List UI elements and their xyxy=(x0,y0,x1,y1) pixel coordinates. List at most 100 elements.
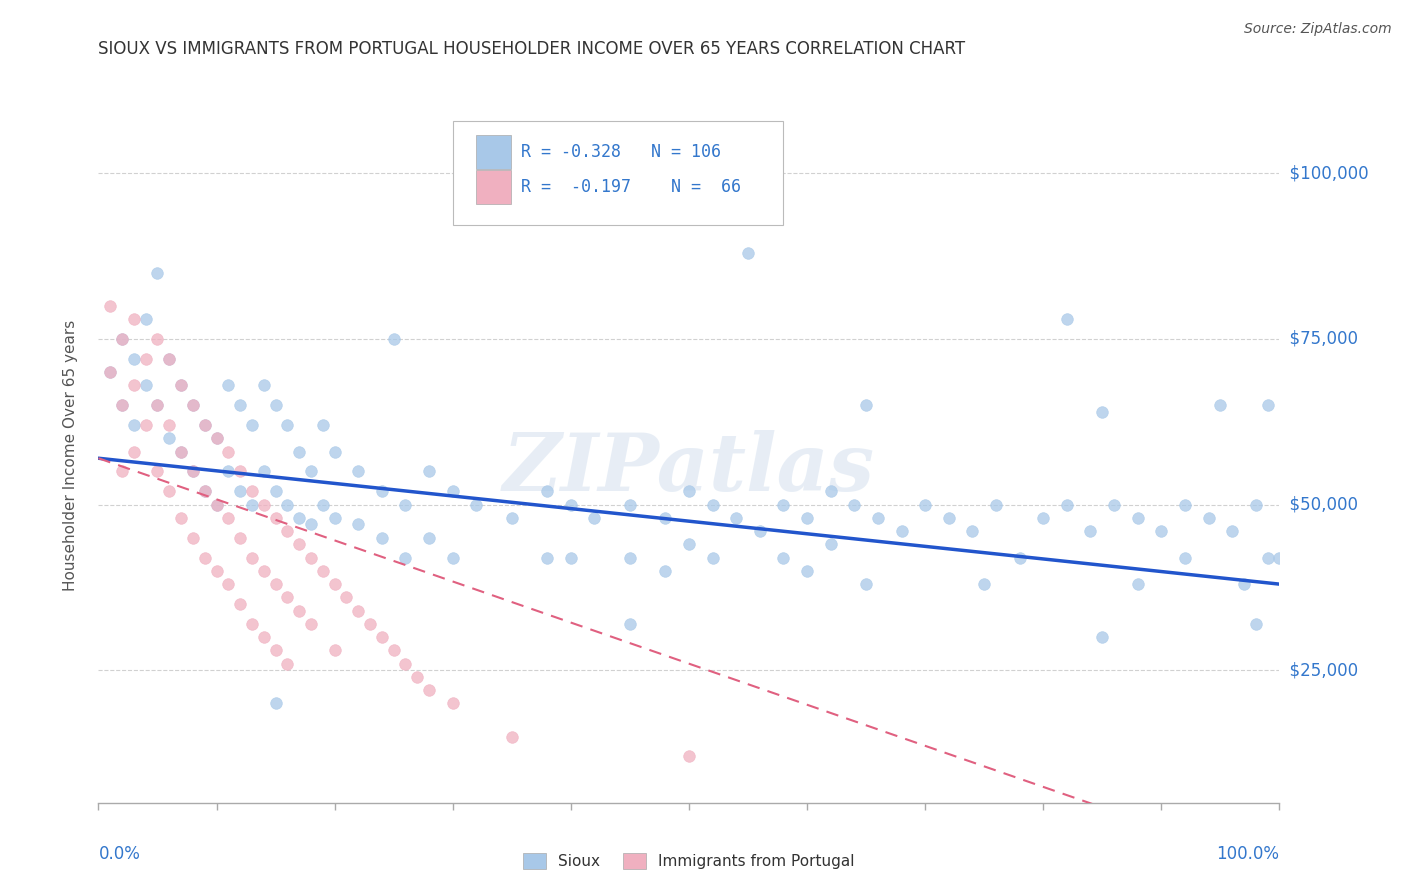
Point xyxy=(170,378,193,392)
Point xyxy=(1198,511,1220,525)
Point xyxy=(323,511,346,525)
Point xyxy=(583,511,606,525)
Point xyxy=(441,484,464,499)
Point xyxy=(973,577,995,591)
Point xyxy=(288,604,311,618)
Point xyxy=(382,643,405,657)
Point xyxy=(855,577,877,591)
Point xyxy=(772,498,794,512)
Point xyxy=(122,312,145,326)
Y-axis label: Householder Income Over 65 years: Householder Income Over 65 years xyxy=(63,319,77,591)
Point xyxy=(146,398,169,412)
Point xyxy=(394,550,416,565)
Point xyxy=(1209,398,1232,412)
Point xyxy=(312,498,335,512)
Point xyxy=(122,444,145,458)
Point xyxy=(146,398,169,412)
Point xyxy=(194,550,217,565)
Point xyxy=(157,431,180,445)
Point xyxy=(122,351,145,366)
Point xyxy=(702,550,724,565)
Text: R = -0.328   N = 106: R = -0.328 N = 106 xyxy=(522,144,721,161)
Point xyxy=(217,577,239,591)
Point xyxy=(98,365,121,379)
Point xyxy=(654,511,676,525)
Point xyxy=(1080,524,1102,538)
Point xyxy=(146,465,169,479)
Point xyxy=(111,398,134,412)
Point xyxy=(122,378,145,392)
Point xyxy=(1102,498,1125,512)
Point xyxy=(359,616,381,631)
Point xyxy=(536,550,558,565)
Text: R =  -0.197    N =  66: R = -0.197 N = 66 xyxy=(522,178,741,196)
Text: $50,000: $50,000 xyxy=(1279,496,1358,514)
Point xyxy=(418,531,440,545)
Point xyxy=(170,444,193,458)
Point xyxy=(135,378,157,392)
Point xyxy=(217,465,239,479)
Point xyxy=(347,517,370,532)
Point xyxy=(914,498,936,512)
Legend: Sioux, Immigrants from Portugal: Sioux, Immigrants from Portugal xyxy=(517,847,860,875)
Point xyxy=(1091,630,1114,644)
Point xyxy=(890,524,912,538)
Text: 100.0%: 100.0% xyxy=(1216,845,1279,863)
Point xyxy=(111,332,134,346)
Point xyxy=(253,378,276,392)
Point xyxy=(501,730,523,744)
Point xyxy=(194,484,217,499)
Point xyxy=(938,511,960,525)
Point xyxy=(299,550,322,565)
Text: SIOUX VS IMMIGRANTS FROM PORTUGAL HOUSEHOLDER INCOME OVER 65 YEARS CORRELATION C: SIOUX VS IMMIGRANTS FROM PORTUGAL HOUSEH… xyxy=(98,40,966,58)
Point xyxy=(205,564,228,578)
Point xyxy=(1091,405,1114,419)
Point xyxy=(217,444,239,458)
Point xyxy=(1150,524,1173,538)
Point xyxy=(229,484,252,499)
Point xyxy=(157,484,180,499)
Point xyxy=(737,245,759,260)
Point xyxy=(264,484,287,499)
Point xyxy=(394,657,416,671)
Point xyxy=(170,378,193,392)
Point xyxy=(796,564,818,578)
Point xyxy=(702,498,724,512)
Point xyxy=(772,550,794,565)
Text: $75,000: $75,000 xyxy=(1279,330,1358,348)
Point xyxy=(240,616,263,631)
Point xyxy=(217,511,239,525)
Point xyxy=(406,670,429,684)
Point xyxy=(98,365,121,379)
Point xyxy=(678,484,700,499)
Point xyxy=(678,749,700,764)
Point xyxy=(229,531,252,545)
Point xyxy=(157,351,180,366)
Point xyxy=(1056,312,1078,326)
Point xyxy=(98,299,121,313)
Point xyxy=(229,465,252,479)
FancyBboxPatch shape xyxy=(477,170,510,204)
Point xyxy=(264,697,287,711)
Point xyxy=(619,616,641,631)
Point xyxy=(1257,550,1279,565)
Point xyxy=(181,531,204,545)
Point xyxy=(1244,616,1267,631)
Point xyxy=(725,511,748,525)
Point xyxy=(560,498,582,512)
Point xyxy=(312,418,335,433)
Point xyxy=(299,616,322,631)
Point xyxy=(844,498,866,512)
Point xyxy=(264,511,287,525)
Point xyxy=(748,524,770,538)
Point xyxy=(181,398,204,412)
Point xyxy=(205,498,228,512)
Point xyxy=(135,312,157,326)
Point xyxy=(205,498,228,512)
Point xyxy=(394,498,416,512)
Point xyxy=(111,398,134,412)
Point xyxy=(253,498,276,512)
Point xyxy=(146,332,169,346)
Point xyxy=(820,484,842,499)
Point xyxy=(264,398,287,412)
